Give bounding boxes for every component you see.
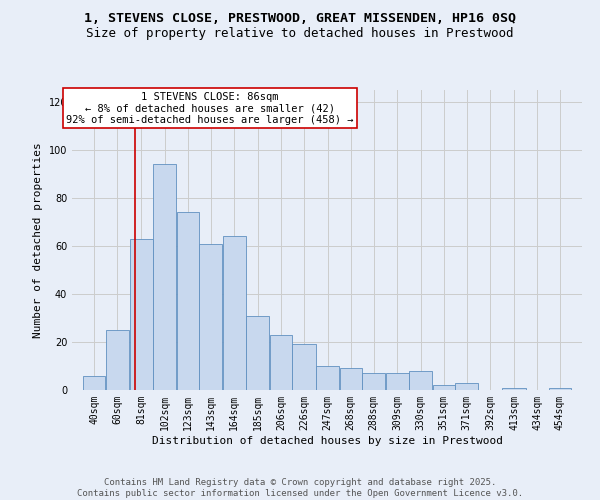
- Bar: [362, 373, 385, 390]
- Bar: [199, 244, 222, 390]
- Text: 1, STEVENS CLOSE, PRESTWOOD, GREAT MISSENDEN, HP16 0SQ: 1, STEVENS CLOSE, PRESTWOOD, GREAT MISSE…: [84, 12, 516, 26]
- Bar: [433, 385, 455, 390]
- Bar: [548, 388, 571, 390]
- Bar: [292, 344, 316, 390]
- Bar: [153, 164, 176, 390]
- Bar: [340, 368, 362, 390]
- Bar: [223, 236, 246, 390]
- Bar: [386, 373, 409, 390]
- Bar: [455, 383, 478, 390]
- Bar: [316, 366, 339, 390]
- Bar: [409, 371, 433, 390]
- Bar: [130, 239, 152, 390]
- Text: Size of property relative to detached houses in Prestwood: Size of property relative to detached ho…: [86, 28, 514, 40]
- Bar: [106, 330, 129, 390]
- Bar: [270, 335, 292, 390]
- Text: Contains HM Land Registry data © Crown copyright and database right 2025.
Contai: Contains HM Land Registry data © Crown c…: [77, 478, 523, 498]
- Y-axis label: Number of detached properties: Number of detached properties: [33, 142, 43, 338]
- Bar: [176, 212, 199, 390]
- Bar: [83, 376, 106, 390]
- X-axis label: Distribution of detached houses by size in Prestwood: Distribution of detached houses by size …: [151, 436, 503, 446]
- Bar: [247, 316, 269, 390]
- Bar: [502, 388, 526, 390]
- Text: 1 STEVENS CLOSE: 86sqm
← 8% of detached houses are smaller (42)
92% of semi-deta: 1 STEVENS CLOSE: 86sqm ← 8% of detached …: [66, 92, 353, 124]
